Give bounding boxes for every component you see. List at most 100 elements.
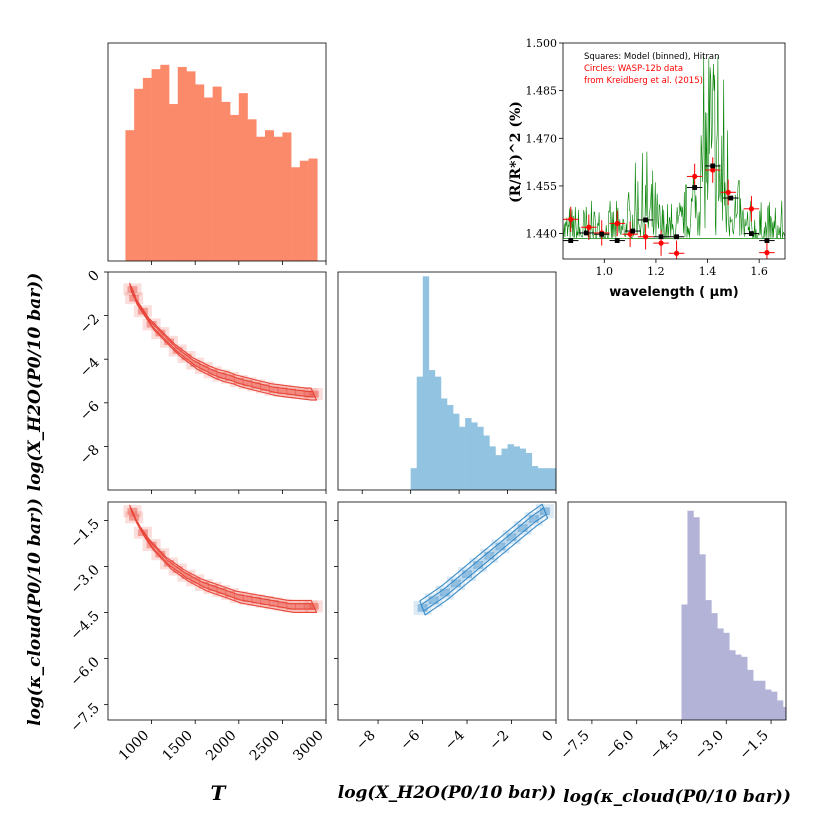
T-hist-bar xyxy=(186,71,196,261)
H2O-kappa-cell xyxy=(462,570,472,579)
panel-transmission-spectrum: 1.0 1.2 1.4 1.6 1.440 1.455 1.470 1.485 1.500 wav… xyxy=(508,37,786,300)
T-H2O-cell xyxy=(268,386,279,394)
T-H2O-cell xyxy=(286,388,297,396)
spectrum-frame xyxy=(562,42,786,260)
T-hist-bar xyxy=(195,84,205,261)
T-H2O-cell xyxy=(233,377,244,385)
H2O-x-tick-label: −6 xyxy=(397,727,423,753)
legend-model-text: Squares: Model (binned), Hitran xyxy=(584,52,720,62)
H2O-hist-bar xyxy=(477,426,484,490)
T-kappa-cell xyxy=(251,596,262,604)
kappa-hist-bar xyxy=(759,680,766,720)
T-kappa-cell xyxy=(303,603,314,610)
T-H2O-cell xyxy=(277,387,288,395)
data-point xyxy=(643,234,649,240)
spec-y-tick-label: 1.455 xyxy=(526,180,558,193)
kappa-hist-bar xyxy=(687,510,694,720)
T-kappa-cell xyxy=(146,541,157,549)
T-H2O-contour-inner xyxy=(130,286,316,398)
T-kappa-cell xyxy=(168,563,187,576)
H2O-kappa-cell xyxy=(484,551,495,560)
T-x-tick-label: 2000 xyxy=(203,728,240,765)
H2O-kappa-cell xyxy=(446,576,465,591)
y-axis-title-kappa: log(κ_cloud(P0/10 bar)) xyxy=(25,498,45,726)
data-point xyxy=(692,173,698,180)
panel-T-vs-H2O: 0 −2 −4 −6 −8 xyxy=(77,268,327,494)
H2O-kappa-cell xyxy=(495,542,506,551)
H2O-kappa-cell xyxy=(491,539,510,554)
H2O-kappa-contour-outer xyxy=(419,503,549,616)
T-H2O-contour-outer xyxy=(129,282,318,401)
H2O-hist-bar xyxy=(459,426,466,490)
T-hist-bar xyxy=(142,77,152,261)
H2O-y-tick-label: 0 xyxy=(85,268,103,286)
model-point xyxy=(692,185,698,190)
data-point xyxy=(673,250,680,256)
T-kappa-contour-inner xyxy=(130,507,316,610)
T-H2O-frame xyxy=(107,271,327,491)
kappa-hist-bar xyxy=(717,628,724,720)
H2O-kappa-frame xyxy=(337,501,557,721)
kappa-x-tick-label: −7.5 xyxy=(557,728,592,763)
H2O-hist-bar xyxy=(453,413,460,490)
T-kappa-cell xyxy=(181,572,192,579)
T-x-tick-label: 1000 xyxy=(116,728,153,765)
spec-y-tick-label: 1.440 xyxy=(526,228,558,241)
T-hist-bar xyxy=(160,64,170,261)
H2O-hist-bar xyxy=(549,468,557,490)
y-axis-title-H2O: log(X_H2O(P0/10 bar)) xyxy=(25,273,45,492)
T-H2O-cell xyxy=(198,364,209,372)
T-hist-bar xyxy=(134,88,144,261)
T-H2O-cell xyxy=(294,389,305,397)
kappa-x-tick-label: −4.5 xyxy=(647,728,682,763)
T-kappa-cell xyxy=(233,593,244,601)
kappa-y-tick-label: −1.5 xyxy=(67,516,102,551)
T-x-tick-label: 3000 xyxy=(290,728,327,765)
kappa-hist-bar xyxy=(699,554,706,720)
spectrum-plot-area xyxy=(563,56,785,259)
model-spectrum-line xyxy=(563,56,785,240)
kappa-hist-bar xyxy=(753,680,760,720)
T-H2O-cell xyxy=(164,338,174,346)
model-point xyxy=(643,217,649,223)
T-hist-bar xyxy=(177,66,187,261)
T-kappa-cell xyxy=(186,574,205,587)
H2O-hist-bar xyxy=(483,435,490,490)
spec-x-axis-label: wavelength ( μm) xyxy=(609,285,738,300)
T-kappa-cell xyxy=(225,590,236,598)
H2O-hist-bar xyxy=(525,452,533,490)
kappa-x-tick-label: −3.0 xyxy=(692,728,727,763)
kappa-hist-bar xyxy=(771,691,778,720)
kappa-hist-bar xyxy=(729,650,736,720)
kappa-hist-bar xyxy=(783,706,787,720)
T-hist-bar xyxy=(230,114,240,261)
H2O-hist-bar xyxy=(489,446,496,490)
kappa-y-tick-label: −7.5 xyxy=(67,700,102,735)
T-x-tick-label: 1500 xyxy=(160,728,197,765)
T-kappa-cell xyxy=(286,603,297,610)
spec-x-tick-label: 1.2 xyxy=(647,265,665,278)
spec-x-tick-label: 1.6 xyxy=(750,265,768,278)
panel-H2O-histogram xyxy=(337,271,557,494)
kappa-hist-bar xyxy=(693,517,700,720)
T-H2O-cell xyxy=(260,384,270,391)
H2O-hist-bar xyxy=(531,466,539,490)
T-H2O-cell xyxy=(172,347,183,354)
data-point xyxy=(748,206,755,212)
T-kappa-cell xyxy=(190,576,201,584)
H2O-kappa-contour-inner xyxy=(420,507,547,612)
spec-y-tick-label: 1.485 xyxy=(526,85,558,98)
x-axis-title-kappa: log(κ_cloud(P0/10 bar)) xyxy=(563,787,791,807)
H2O-kappa-cell xyxy=(502,530,521,545)
T-hist-bar xyxy=(308,158,318,261)
H2O-hist-bar xyxy=(471,422,478,490)
legend-data-text: Circles: WASP-12b data xyxy=(584,64,683,74)
T-hist-bar xyxy=(169,104,179,261)
H2O-hist-bar xyxy=(410,468,418,490)
kappa-y-tick-label: −6.0 xyxy=(67,654,102,689)
T-H2O-cell xyxy=(303,390,314,398)
H2O-hist-bar xyxy=(519,448,527,490)
T-hist-bar xyxy=(264,130,274,261)
T-kappa-cell xyxy=(177,569,196,582)
T-kappa-cell xyxy=(268,600,279,607)
